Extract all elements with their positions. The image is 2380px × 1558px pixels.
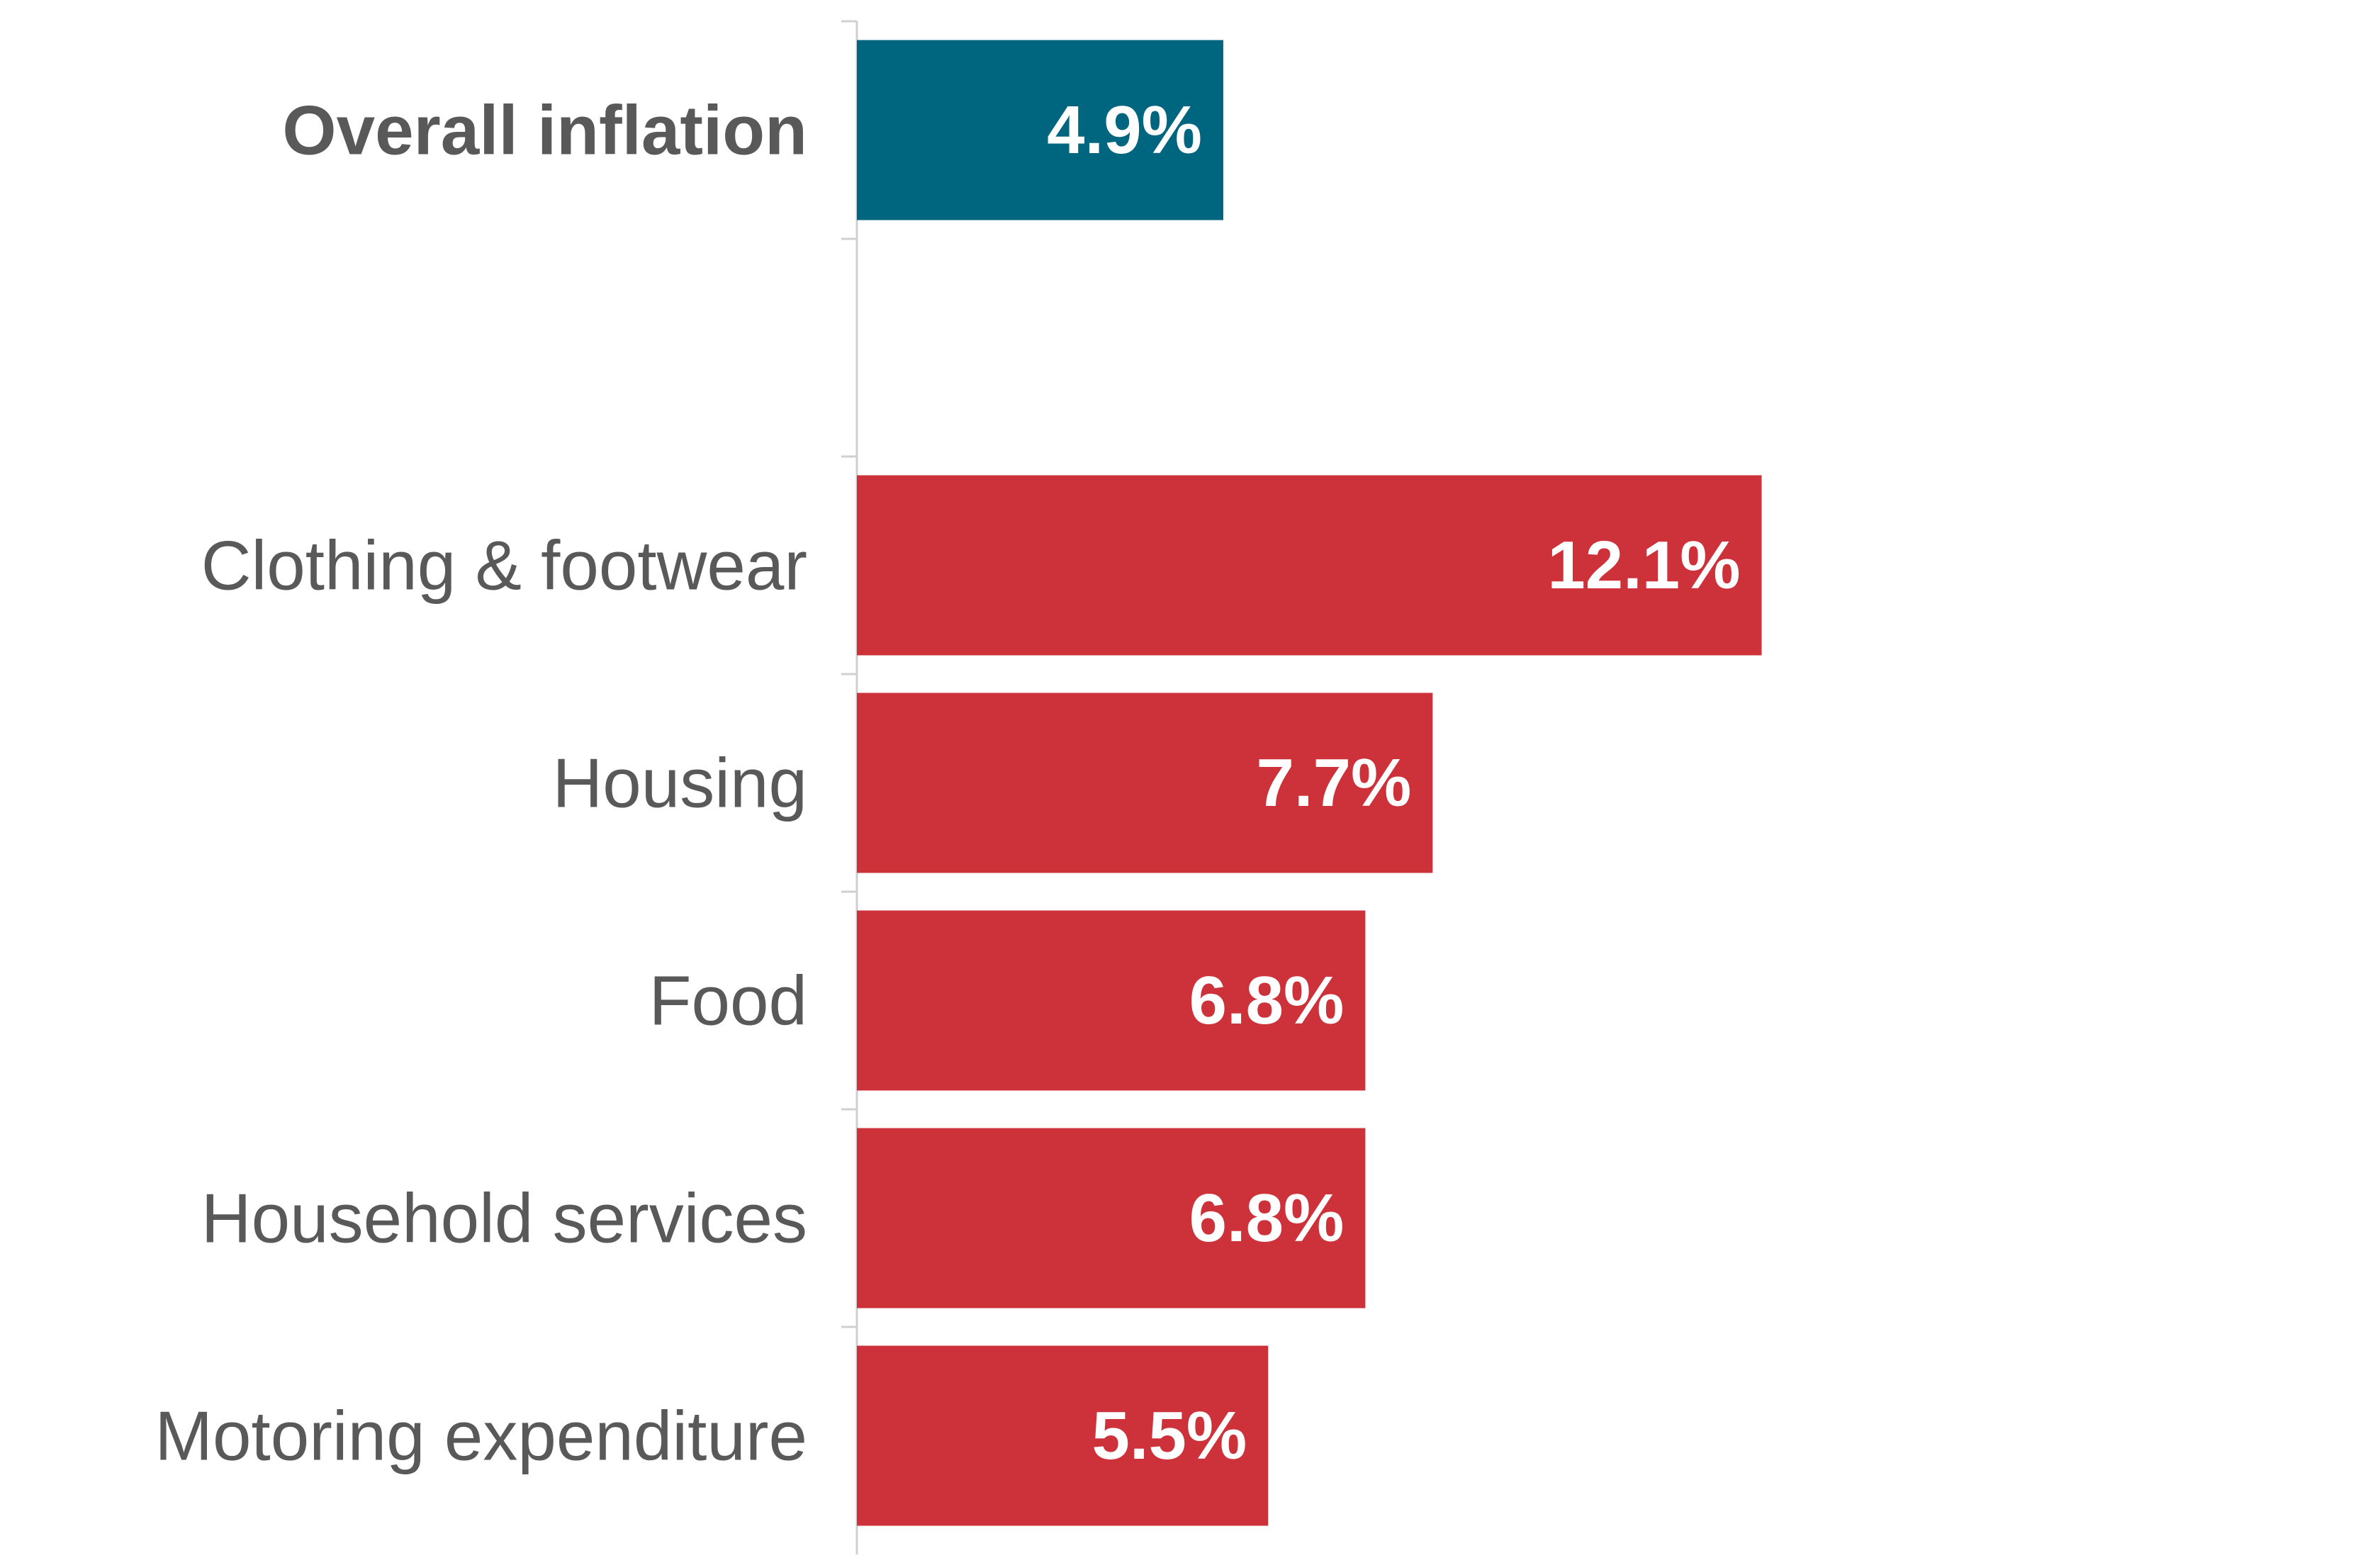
- value-label: 7.7%: [1257, 745, 1412, 821]
- bar: [857, 475, 1762, 656]
- category-label: Housing: [552, 744, 807, 822]
- value-label: 5.5%: [1091, 1398, 1247, 1474]
- value-label: 6.8%: [1189, 1180, 1345, 1256]
- axis-group: [841, 20, 858, 1558]
- bar: [857, 1345, 1269, 1526]
- category-label: Household services: [201, 1179, 807, 1257]
- bar: [857, 910, 1366, 1091]
- category-label: Food: [649, 962, 807, 1040]
- category-label: Motoring expenditure: [155, 1397, 807, 1475]
- bar: [857, 693, 1433, 873]
- value-labels-group: 4.9% 12.1% 7.7% 6.8% 6.8% 5.5%: [1047, 92, 1740, 1474]
- value-label: 4.9%: [1047, 92, 1202, 168]
- category-label: Clothing & footwear: [201, 527, 807, 605]
- bars-group: [857, 40, 1762, 1526]
- bar: [857, 40, 1223, 220]
- value-label: 6.8%: [1189, 963, 1345, 1038]
- bar: [857, 1128, 1366, 1308]
- category-label: Overall inflation: [282, 91, 807, 169]
- category-labels-group: Overall inflation Clothing & footwear Hous…: [155, 91, 807, 1475]
- value-label: 12.1%: [1547, 527, 1740, 603]
